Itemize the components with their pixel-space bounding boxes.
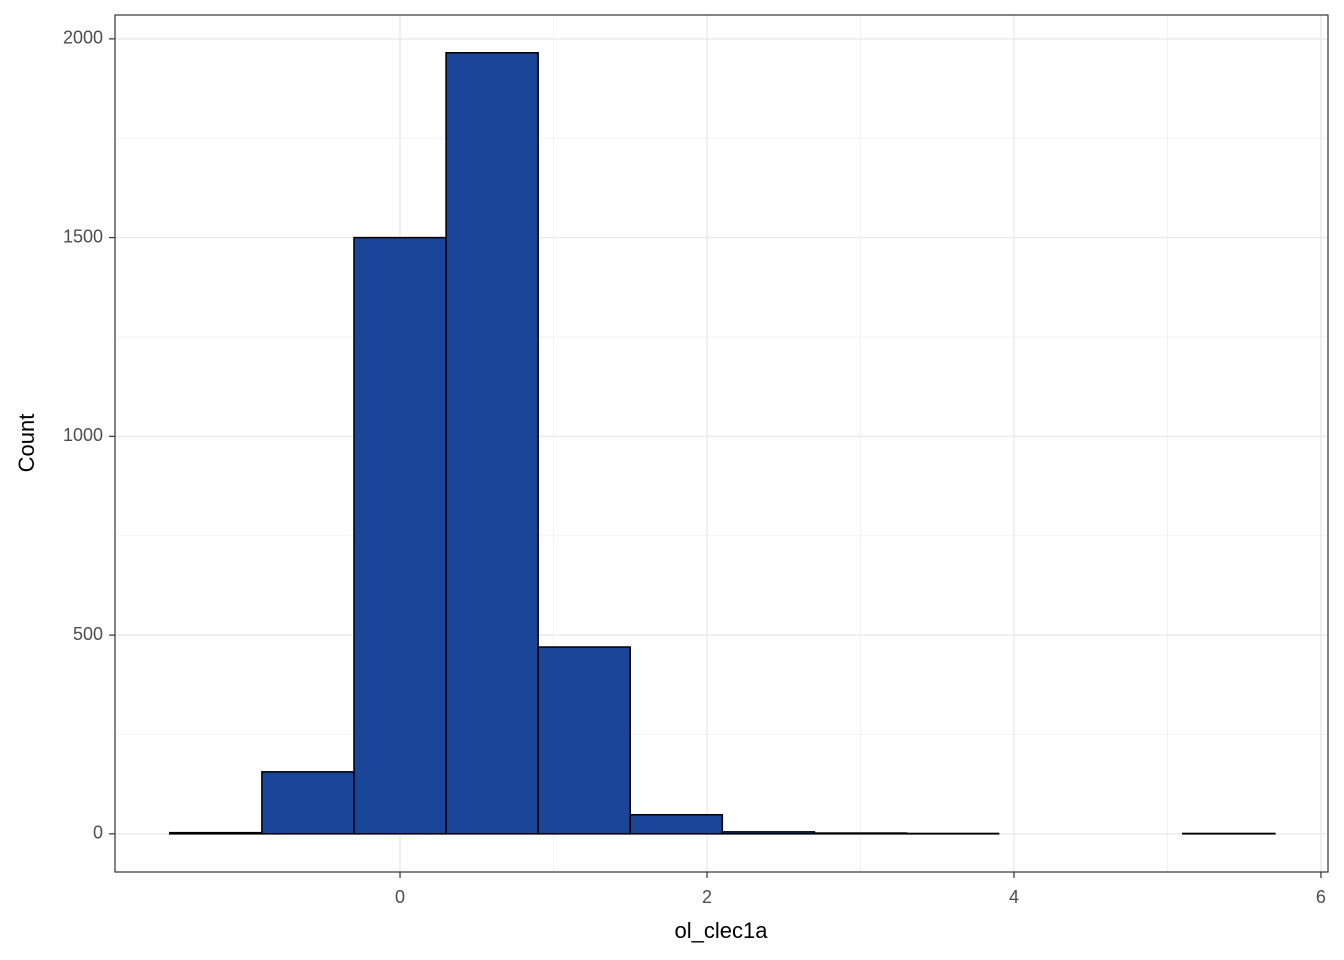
y-tick-label: 2000 <box>63 28 103 48</box>
bar <box>537 646 632 835</box>
bar <box>721 831 816 835</box>
y-axis-title: Count <box>14 414 39 473</box>
bar <box>629 814 724 835</box>
bar <box>261 771 355 835</box>
y-tick-label: 1000 <box>63 425 103 445</box>
panel-border <box>114 14 1329 873</box>
x-tick-label: 4 <box>1009 887 1019 907</box>
x-tick-label: 2 <box>702 887 712 907</box>
x-axis-title: ol_clec1a <box>675 918 769 943</box>
bar <box>445 52 539 835</box>
x-tick-label: 6 <box>1316 887 1326 907</box>
bar <box>169 831 263 835</box>
y-tick-label: 1500 <box>63 226 103 246</box>
bar <box>813 832 908 835</box>
bar <box>353 236 447 835</box>
y-tick-label: 500 <box>73 624 103 644</box>
y-tick-label: 0 <box>93 823 103 843</box>
x-tick-label: 0 <box>395 887 405 907</box>
